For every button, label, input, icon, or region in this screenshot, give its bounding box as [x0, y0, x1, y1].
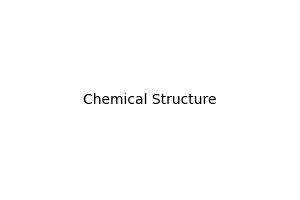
Text: Chemical Structure: Chemical Structure — [83, 93, 217, 107]
